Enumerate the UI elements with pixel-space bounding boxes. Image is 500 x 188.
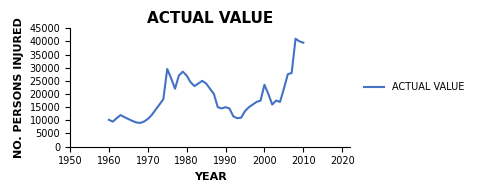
ACTUAL VALUE [152,109,158,111]
ACTUAL VALUE [300,42,306,44]
ACTUAL VALUE [106,119,112,121]
Line: ACTUAL VALUE: ACTUAL VALUE [109,39,304,123]
ACTUAL VALUE [172,88,178,90]
ACTUAL VALUE [168,77,174,79]
ACTUAL VALUE [137,122,143,124]
Title: ACTUAL VALUE: ACTUAL VALUE [147,11,273,26]
ACTUAL VALUE [238,117,244,119]
X-axis label: YEAR: YEAR [194,172,226,182]
ACTUAL VALUE [292,38,298,40]
Legend: ACTUAL VALUE: ACTUAL VALUE [360,79,468,96]
Y-axis label: NO. PERSONS INJURED: NO. PERSONS INJURED [14,17,24,158]
ACTUAL VALUE [250,103,256,106]
ACTUAL VALUE [296,40,302,42]
